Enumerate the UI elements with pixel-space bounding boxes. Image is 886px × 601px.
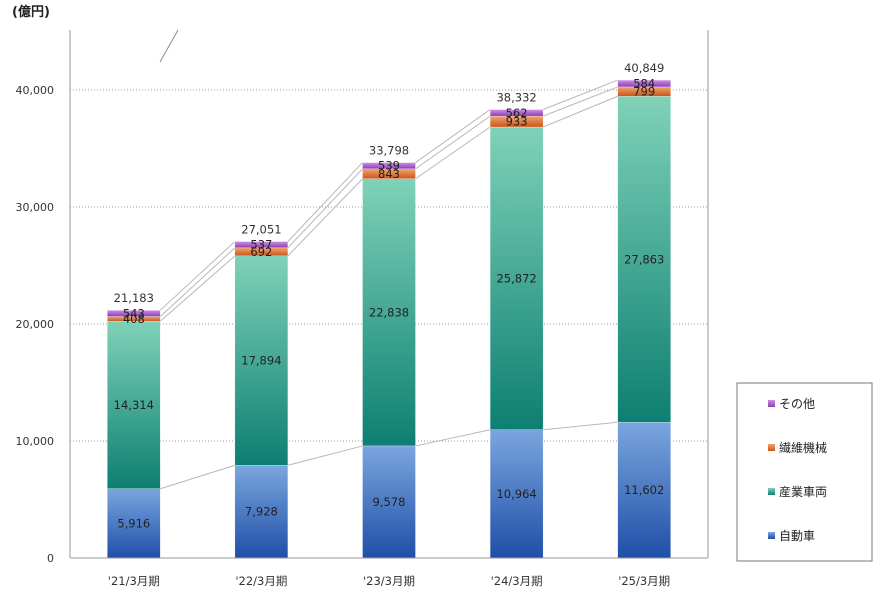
bar-segment (107, 488, 161, 559)
bar-segment (617, 422, 671, 559)
segment-data-label: 408 (123, 312, 145, 326)
segment-data-label: 799 (633, 85, 655, 99)
bar-segment (362, 162, 416, 170)
bar-segment (107, 321, 161, 489)
series-connector-line (542, 95, 618, 128)
series-connector-line (287, 445, 363, 466)
x-category-label: '21/3月期 (108, 574, 160, 588)
legend-swatch (768, 488, 775, 495)
total-data-label: 38,332 (496, 91, 536, 105)
x-category-label: '23/3月期 (363, 574, 415, 588)
bar-segment (617, 96, 671, 423)
bar-segment (489, 126, 544, 430)
series-connector-line (159, 241, 236, 311)
x-category-label: '24/3月期 (491, 574, 543, 588)
y-tick-label: 10,000 (16, 435, 55, 448)
segment-data-label: 22,838 (369, 305, 409, 319)
bar-segment (362, 178, 416, 447)
legend-swatch (768, 444, 775, 451)
segment-data-label: 17,894 (241, 354, 281, 368)
series-connector-line (159, 247, 236, 317)
total-data-label: 21,183 (114, 291, 154, 305)
segment-data-label: 537 (250, 238, 272, 252)
series-connector-line (542, 79, 618, 110)
y-tick-label: 20,000 (16, 318, 55, 331)
bar-segment (617, 79, 671, 88)
series-connector-line (287, 168, 363, 249)
legend-box (736, 382, 873, 562)
legend-swatch (768, 532, 775, 539)
bar-segment (362, 445, 416, 559)
bar-segment (234, 465, 289, 559)
total-data-label: 27,051 (241, 223, 281, 237)
legend-label: 繊維機械 (779, 440, 827, 455)
series-connector-line (287, 178, 363, 257)
x-category-label: '22/3月期 (235, 574, 287, 588)
segment-data-label: 25,872 (496, 271, 536, 285)
y-tick-label: 0 (47, 552, 54, 565)
segment-data-label: 539 (378, 159, 400, 173)
legend-swatch (768, 400, 775, 407)
segment-data-label: 10,964 (496, 487, 536, 501)
segment-data-label: 14,314 (114, 398, 154, 412)
y-tick-label: 40,000 (16, 84, 55, 97)
total-data-label: 40,849 (624, 61, 664, 75)
segment-data-label: 9,578 (373, 495, 406, 509)
series-connector-line (543, 421, 618, 431)
segment-data-label: 562 (506, 106, 528, 120)
series-connector-line (415, 429, 491, 447)
decorative-slash (159, 29, 179, 63)
bar-segment (107, 310, 161, 317)
bar-segment (234, 241, 289, 248)
segment-data-label: 933 (506, 115, 528, 129)
segment-data-label: 11,602 (624, 483, 664, 497)
unit-label: (億円) (12, 4, 50, 20)
legend-label: その他 (779, 397, 815, 411)
y-tick-label: 30,000 (16, 201, 55, 214)
total-data-label: 33,798 (369, 144, 409, 158)
series-connector-line (415, 115, 491, 170)
segment-data-label: 843 (378, 167, 400, 181)
bar-segment (489, 109, 544, 117)
series-connector-line (160, 464, 236, 490)
segment-data-label: 543 (123, 306, 145, 320)
segment-data-label: 27,863 (624, 252, 664, 266)
segment-data-label: 692 (250, 245, 272, 259)
series-connector-line (542, 86, 618, 117)
segment-data-label: 5,916 (117, 516, 150, 530)
segment-data-label: 7,928 (245, 505, 278, 519)
series-connector-line (415, 126, 491, 180)
bar-segment (234, 255, 289, 466)
x-category-label: '25/3月期 (618, 574, 670, 588)
segment-data-label: 584 (633, 76, 655, 90)
series-connector-line (415, 109, 491, 163)
legend-label: 産業車両 (779, 484, 827, 499)
legend-label: 自動車 (779, 529, 815, 543)
series-connector-line (287, 162, 363, 242)
series-connector-line (159, 255, 236, 322)
